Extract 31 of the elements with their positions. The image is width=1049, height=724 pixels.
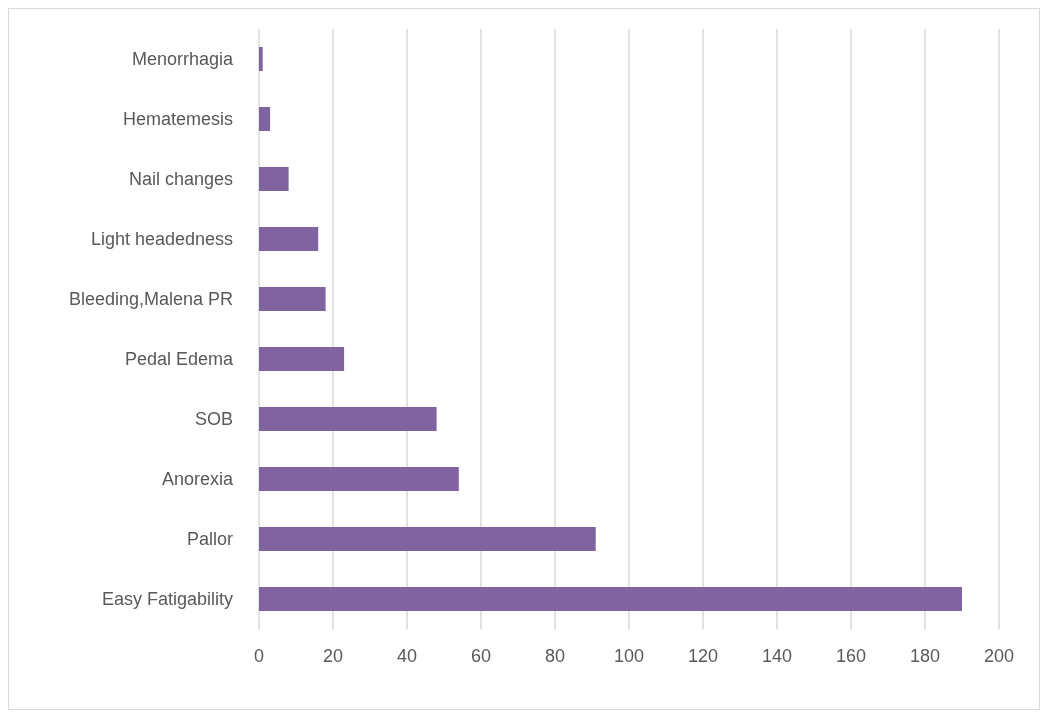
bar (259, 467, 459, 491)
bar (259, 587, 962, 611)
x-tick-label: 40 (396, 645, 418, 666)
bar (259, 227, 319, 251)
x-tick-label: 180 (909, 645, 941, 666)
x-tick-label: 0 (253, 645, 265, 666)
bar (259, 47, 263, 71)
x-tick-label: 200 (983, 645, 1015, 666)
bar (259, 287, 326, 311)
y-tick-label: Menorrhagia (131, 49, 234, 70)
x-tick-label: 120 (687, 645, 719, 666)
x-tick-label: 160 (835, 645, 867, 666)
x-tick-label: 140 (761, 645, 793, 666)
x-tick-label: 60 (470, 645, 492, 666)
y-tick-label: Light headedness (90, 229, 233, 250)
y-tick-label: Pedal Edema (124, 349, 234, 370)
y-tick-label: Hematemesis (122, 109, 233, 130)
y-tick-label: SOB (194, 409, 233, 430)
x-tick-label: 100 (613, 645, 645, 666)
y-tick-label: Anorexia (161, 469, 234, 490)
bar (259, 107, 271, 131)
y-tick-label: Nail changes (128, 169, 233, 190)
bar (259, 527, 596, 551)
y-tick-label: Pallor (186, 529, 233, 550)
bar (259, 347, 345, 371)
y-tick-label: Easy Fatigability (101, 589, 233, 610)
bar (259, 167, 289, 191)
bar (259, 407, 437, 431)
x-tick-label: 80 (544, 645, 566, 666)
y-tick-label: Bleeding,Malena PR (68, 289, 233, 310)
x-tick-label: 20 (322, 645, 344, 666)
